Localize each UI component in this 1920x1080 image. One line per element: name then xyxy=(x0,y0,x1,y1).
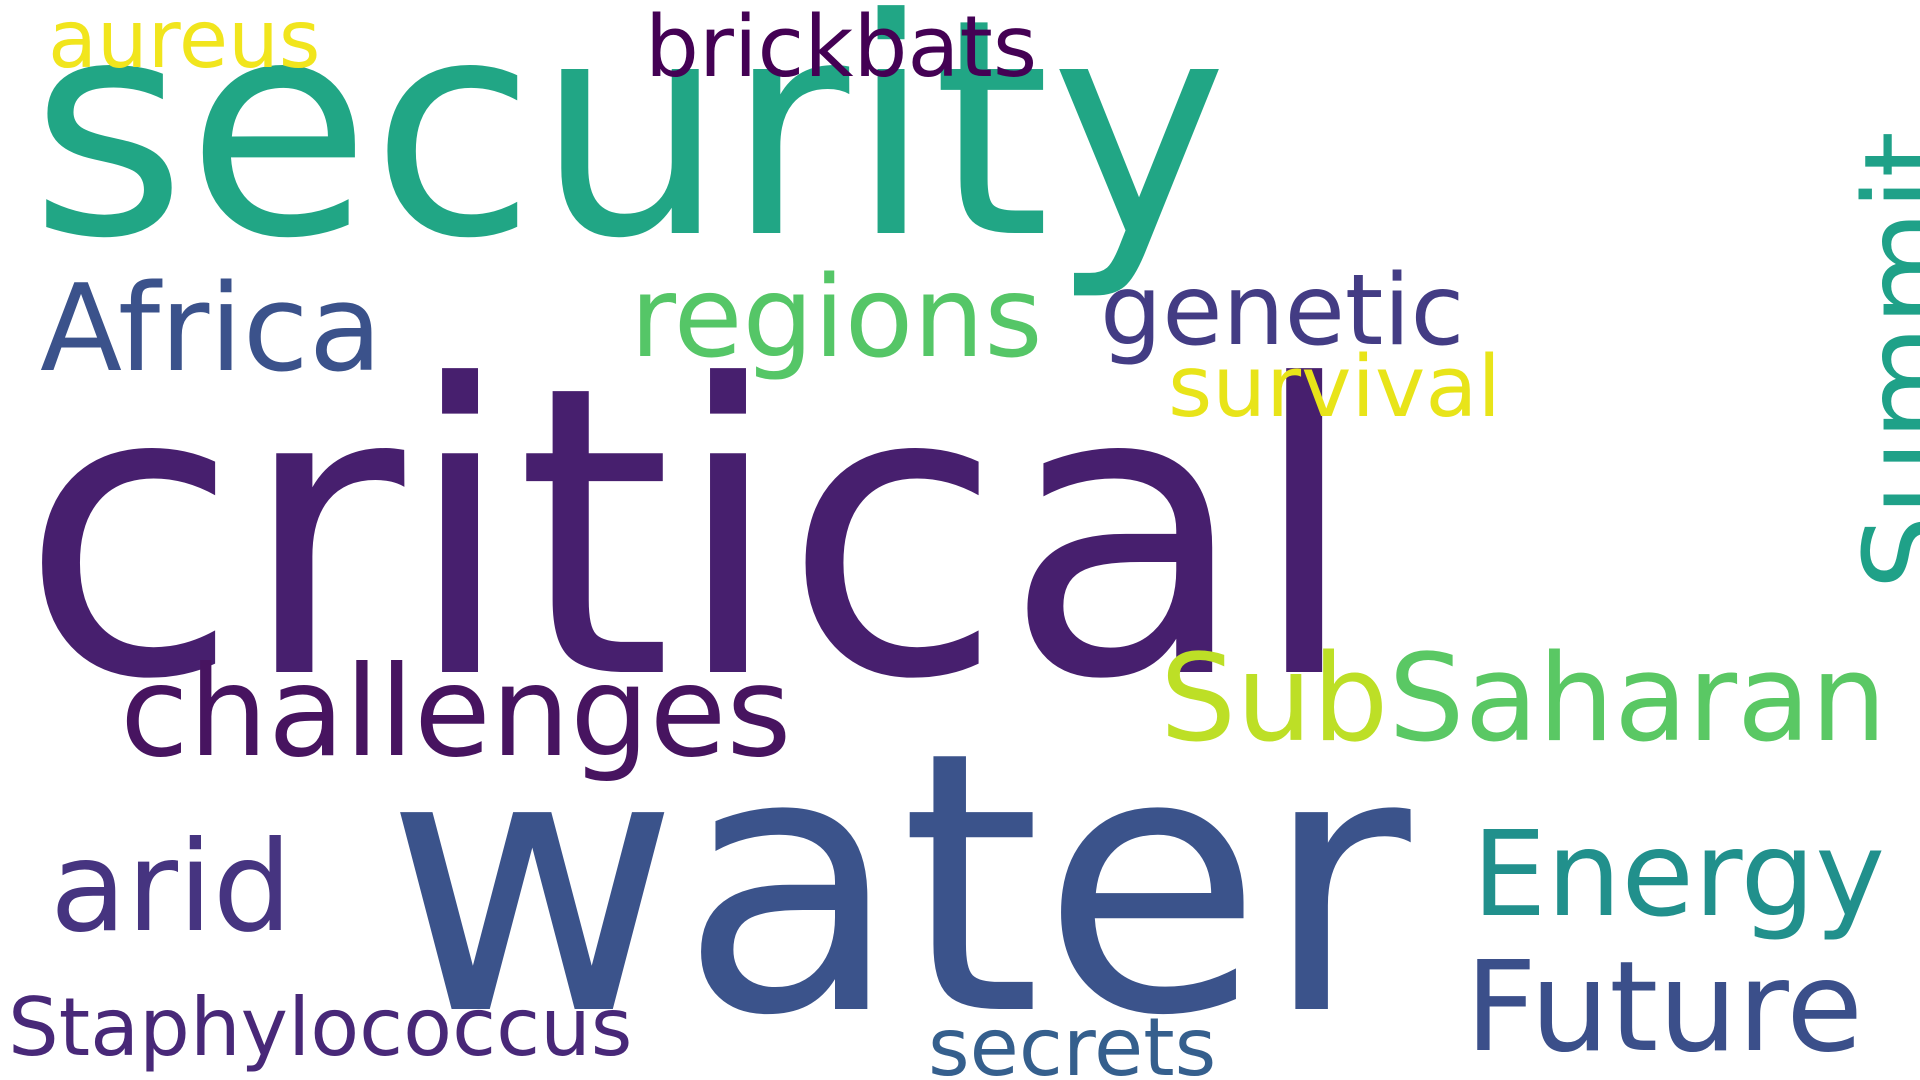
word-energy: Energy xyxy=(1472,805,1886,943)
word-security: security xyxy=(30,0,1228,304)
word-critical: critical xyxy=(20,302,1360,767)
word-africa: Africa xyxy=(40,260,383,399)
word-survival: survival xyxy=(1168,338,1502,437)
word-aureus: aureus xyxy=(48,0,321,86)
word-challenges: challenges xyxy=(120,640,792,785)
word-subsaharan-rest: Saharan xyxy=(1388,630,1887,769)
word-subsaharan-sub: Sub xyxy=(1160,630,1389,769)
word-staphylococcus: Staphylococcus xyxy=(8,981,633,1074)
word-brickbats: brickbats xyxy=(645,0,1038,97)
word-subsaharan: SubSaharan xyxy=(1160,640,1887,760)
word-water: water xyxy=(385,675,1411,1080)
word-secrets: secrets xyxy=(928,1001,1217,1080)
word-regions: regions xyxy=(630,253,1043,383)
word-future: Future xyxy=(1465,935,1864,1080)
word-summit: Summit xyxy=(1838,131,1920,590)
word-arid: arid xyxy=(50,815,293,960)
word-genetic: genetic xyxy=(1100,254,1465,368)
